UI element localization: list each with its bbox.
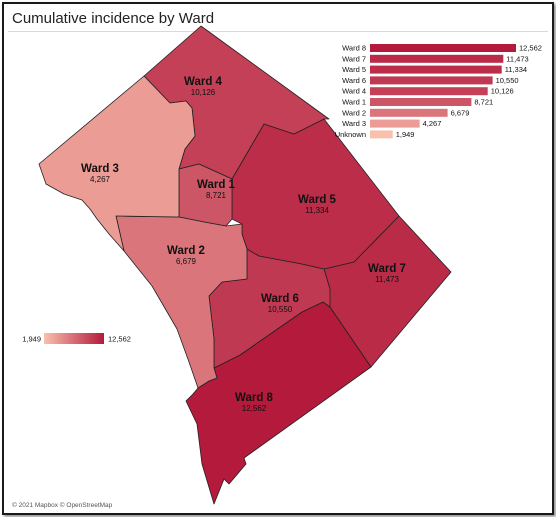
bar-ward-6[interactable] [370, 76, 493, 85]
ward-6-name-label: Ward 6 [261, 293, 299, 305]
bar-ward-3[interactable] [370, 119, 420, 128]
ward-3-region[interactable] [38, 75, 196, 252]
bar-ward-8[interactable] [370, 44, 516, 52]
bar-value-ward-1: 8,721 [474, 98, 493, 107]
bar-category-ward-1: Ward 1 [342, 98, 366, 107]
ward-5-name-label: Ward 5 [298, 194, 337, 206]
ward-5-value-label: 11,334 [305, 206, 329, 215]
bar-ward-2[interactable] [370, 108, 448, 117]
ward-2-value-label: 6,679 [176, 257, 197, 266]
bar-category-ward-7: Ward 7 [342, 54, 366, 63]
ward-3-value-label: 4,267 [90, 175, 111, 184]
ward-7-name-label: Ward 7 [368, 263, 406, 275]
color-legend: 1,949 12,562 [22, 333, 131, 344]
ward-4-name-label: Ward 4 [184, 76, 223, 88]
map-attribution: © 2021 Mapbox © OpenStreetMap [12, 502, 113, 509]
legend-gradient-bar [44, 333, 104, 344]
bar-ward-1[interactable] [370, 98, 472, 106]
bar-value-ward-5: 11,334 [505, 65, 527, 74]
ward-3-name-label: Ward 3 [81, 163, 119, 175]
ward-5-region[interactable] [231, 118, 400, 270]
bar-category-unknown: Unknown [335, 130, 366, 139]
bar-category-ward-5: Ward 5 [342, 65, 366, 74]
ward-bar-chart: Ward 8 12,562 Ward 7 11,473 Ward 5 11,334 Ward… [335, 44, 542, 139]
bar-category-ward-6: Ward 6 [342, 76, 366, 85]
title-divider [8, 31, 548, 32]
page-title: Cumulative incidence by Ward [12, 10, 215, 27]
ward-4-value-label: 10,126 [191, 88, 216, 97]
bar-ward-7[interactable] [370, 54, 504, 63]
bar-value-ward-2: 6,679 [451, 108, 470, 117]
legend-max-label: 12,562 [108, 335, 131, 344]
wards-layer [38, 25, 452, 505]
bar-category-ward-3: Ward 3 [342, 119, 366, 128]
bar-unknown[interactable] [370, 130, 393, 139]
ward-2-name-label: Ward 2 [167, 245, 205, 257]
bar-ward-4[interactable] [370, 87, 488, 96]
ward-8-name-label: Ward 8 [235, 392, 274, 404]
ward-7-value-label: 11,473 [375, 275, 399, 284]
bar-value-ward-6: 10,550 [496, 76, 519, 85]
ward-1-name-label: Ward 1 [197, 179, 236, 191]
ward-8-value-label: 12,562 [242, 404, 267, 413]
bar-category-ward-4: Ward 4 [342, 87, 366, 96]
ward-2-region[interactable] [115, 215, 248, 389]
legend-min-label: 1,949 [22, 335, 41, 344]
bar-value-ward-7: 11,473 [506, 54, 528, 63]
bar-category-ward-2: Ward 2 [342, 108, 366, 117]
ward-6-value-label: 10,550 [268, 305, 293, 314]
bar-category-ward-8: Ward 8 [342, 44, 366, 53]
bar-value-unknown: 1,949 [396, 130, 415, 139]
ward-1-value-label: 8,721 [206, 191, 227, 200]
bar-value-ward-4: 10,126 [491, 87, 514, 96]
bar-value-ward-3: 4,267 [423, 119, 442, 128]
bar-ward-5[interactable] [370, 65, 502, 74]
bar-value-ward-8: 12,562 [519, 44, 542, 53]
